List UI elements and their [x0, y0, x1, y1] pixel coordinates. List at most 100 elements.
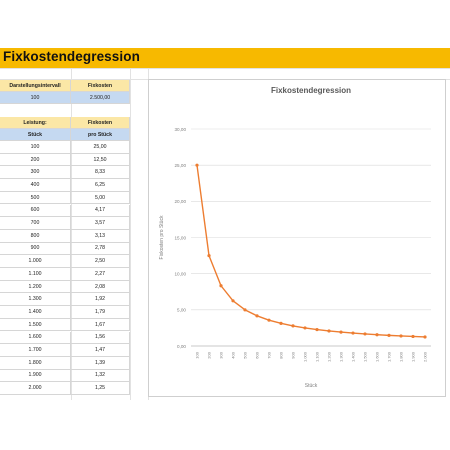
- kosten-cell[interactable]: 3,57: [71, 217, 130, 230]
- x-tick-label: 1.300: [339, 351, 344, 362]
- y-tick-label: 30,00: [175, 127, 187, 132]
- data-point[interactable]: [303, 326, 307, 330]
- stueck-header[interactable]: Stück: [0, 129, 71, 141]
- sheet-title: Fixkostendegression: [3, 49, 140, 64]
- stueck-cell[interactable]: 1.800: [0, 356, 71, 370]
- x-tick-label: 900: [291, 351, 296, 358]
- kosten-cell[interactable]: 2,78: [71, 242, 130, 256]
- leistung-header[interactable]: Leistung:: [0, 117, 71, 129]
- kosten-cell[interactable]: 25,00: [71, 141, 130, 154]
- data-point[interactable]: [315, 327, 319, 332]
- kosten-cell[interactable]: 1,32: [71, 369, 130, 383]
- kosten-cell[interactable]: 2,50: [71, 255, 130, 268]
- kosten-cell[interactable]: 1,67: [71, 318, 130, 332]
- data-point[interactable]: [339, 330, 343, 334]
- intervall-value-cell[interactable]: 100: [0, 92, 71, 104]
- x-tick-label: 1.000: [303, 351, 308, 362]
- stueck-cell[interactable]: 1.400: [0, 306, 71, 319]
- data-point[interactable]: [207, 253, 211, 258]
- x-tick-label: 800: [279, 351, 284, 358]
- gridline: [130, 68, 131, 400]
- y-tick-label: 10,00: [175, 271, 187, 276]
- kosten-cell[interactable]: 6,25: [71, 179, 130, 192]
- x-tick-label: 2.000: [423, 351, 428, 362]
- x-tick-label: 500: [243, 351, 248, 358]
- fixkosten-value-cell[interactable]: 2.500,00: [71, 92, 130, 104]
- stueck-cell[interactable]: 1.000: [0, 255, 71, 268]
- kosten-cell[interactable]: 4,17: [71, 204, 130, 218]
- kosten-cell[interactable]: 1,47: [71, 344, 130, 357]
- stueck-cell[interactable]: 400: [0, 179, 71, 192]
- x-axis-label: Stück: [305, 383, 318, 389]
- data-point[interactable]: [387, 333, 391, 337]
- data-point[interactable]: [411, 334, 415, 339]
- kosten-cell[interactable]: 1,25: [71, 382, 130, 395]
- kosten-cell[interactable]: 5,00: [71, 191, 130, 205]
- stueck-cell[interactable]: 300: [0, 166, 71, 180]
- data-point[interactable]: [291, 324, 295, 328]
- y-tick-label: 0,00: [177, 344, 186, 349]
- data-point[interactable]: [399, 334, 403, 338]
- stueck-cell[interactable]: 600: [0, 204, 71, 218]
- stueck-cell[interactable]: 1.900: [0, 369, 71, 383]
- x-tick-label: 1.800: [399, 351, 404, 362]
- data-point[interactable]: [375, 333, 379, 337]
- x-tick-label: 400: [231, 351, 236, 358]
- kosten-cell[interactable]: 2,08: [71, 280, 130, 294]
- fixkosten-column-header[interactable]: Fixkosten: [71, 117, 130, 129]
- y-tick-label: 15,00: [175, 235, 187, 240]
- stueck-cell[interactable]: 1.700: [0, 344, 71, 357]
- stueck-cell[interactable]: 700: [0, 217, 71, 230]
- chart-title: Fixkostendegression: [271, 86, 351, 95]
- stueck-cell[interactable]: 900: [0, 242, 71, 256]
- stueck-cell[interactable]: 1.500: [0, 318, 71, 332]
- data-point[interactable]: [243, 308, 247, 312]
- x-tick-label: 1.500: [363, 351, 368, 362]
- x-tick-label: 1.900: [411, 351, 416, 362]
- data-point[interactable]: [279, 321, 283, 325]
- x-tick-label: 1.600: [375, 351, 380, 362]
- stueck-cell[interactable]: 800: [0, 229, 71, 243]
- stueck-cell[interactable]: 1.200: [0, 280, 71, 294]
- stueck-cell[interactable]: 2.000: [0, 382, 71, 395]
- stueck-cell[interactable]: 1.300: [0, 293, 71, 307]
- data-point[interactable]: [255, 314, 259, 318]
- data-point[interactable]: [231, 299, 235, 303]
- kosten-cell[interactable]: 2,27: [71, 268, 130, 281]
- y-tick-label: 20,00: [175, 199, 187, 204]
- kosten-cell[interactable]: 1,56: [71, 331, 130, 345]
- kosten-cell[interactable]: 1,39: [71, 356, 130, 370]
- data-point[interactable]: [219, 284, 223, 288]
- data-point[interactable]: [195, 163, 199, 167]
- kosten-cell[interactable]: 8,33: [71, 166, 130, 180]
- data-point[interactable]: [327, 329, 331, 333]
- kosten-cell[interactable]: 12,50: [71, 153, 130, 167]
- pro-stueck-header[interactable]: pro Stück: [71, 129, 130, 141]
- stueck-cell[interactable]: 500: [0, 191, 71, 205]
- x-tick-label: 1.200: [327, 351, 332, 362]
- title-bar: Fixkostendegression: [0, 48, 450, 69]
- data-point[interactable]: [363, 332, 367, 336]
- stueck-cell[interactable]: 200: [0, 153, 71, 167]
- x-tick-label: 1.700: [387, 351, 392, 362]
- stueck-cell[interactable]: 1.600: [0, 331, 71, 345]
- chart-container[interactable]: Fixkostendegression 0,00 5,00 10,00 15,00 20,…: [148, 79, 446, 397]
- y-tick-label: 5,00: [177, 308, 186, 313]
- stueck-cell[interactable]: 100: [0, 141, 71, 154]
- data-point[interactable]: [423, 335, 427, 339]
- series-line: [196, 165, 426, 338]
- kosten-cell[interactable]: 1,79: [71, 306, 130, 319]
- intervall-header[interactable]: Darstellungsintervall: [0, 80, 71, 92]
- x-tick-label: 1.100: [315, 351, 320, 362]
- data-point[interactable]: [267, 318, 271, 322]
- y-tick-label: 25,00: [175, 163, 187, 168]
- x-tick-label: 600: [255, 351, 260, 358]
- kosten-cell[interactable]: 3,13: [71, 229, 130, 243]
- data-point[interactable]: [351, 331, 355, 335]
- x-tick-label: 200: [207, 351, 212, 358]
- gridline: [0, 68, 450, 69]
- kosten-cell[interactable]: 1,92: [71, 293, 130, 307]
- fixkosten-header[interactable]: Fixkosten: [71, 80, 130, 92]
- stueck-cell[interactable]: 1.100: [0, 268, 71, 281]
